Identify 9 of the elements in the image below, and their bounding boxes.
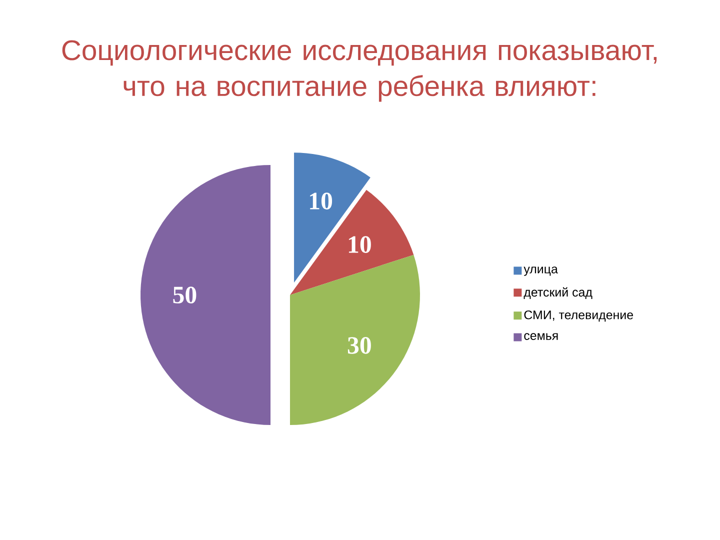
legend-label: улица	[524, 266, 558, 276]
legend-label: семья	[524, 333, 558, 340]
legend-label: детский сад	[524, 287, 592, 299]
chart-title: Социологические исследования показывают, что на воспитание ребенка влияют:	[62, 40, 657, 102]
data-label: 30	[348, 337, 371, 354]
legend-label: СМИ, телевидение	[524, 310, 634, 322]
data-label: 10	[310, 192, 332, 210]
data-label: 10	[348, 236, 371, 253]
data-label: 50	[173, 286, 196, 304]
